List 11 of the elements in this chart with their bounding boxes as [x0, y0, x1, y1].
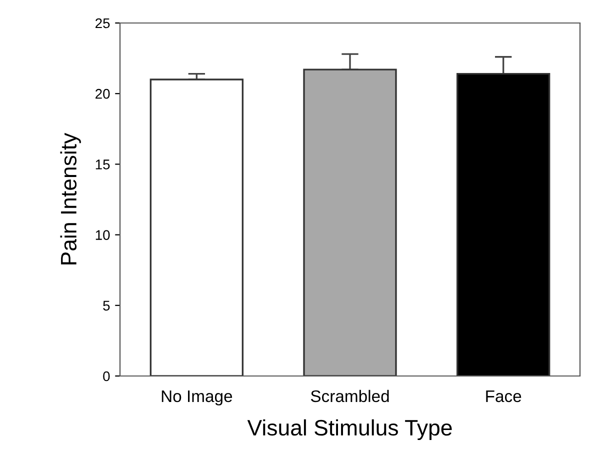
x-axis-title: Visual Stimulus Type	[247, 419, 452, 440]
x-tick-label: Scrambled	[310, 390, 389, 402]
x-tick-label: No Image	[162, 390, 232, 406]
x-tick-label: Face	[486, 390, 522, 402]
y-tick-label: 10	[96, 230, 110, 240]
y-tick-label: 15	[96, 160, 110, 170]
y-tick-label: 5	[103, 300, 110, 311]
y-axis-title: Pain Intensity	[60, 132, 81, 264]
y-tick-label: 25	[96, 18, 110, 28]
y-tick-label: 20	[96, 88, 110, 99]
y-tick-label: 0	[103, 371, 110, 382]
